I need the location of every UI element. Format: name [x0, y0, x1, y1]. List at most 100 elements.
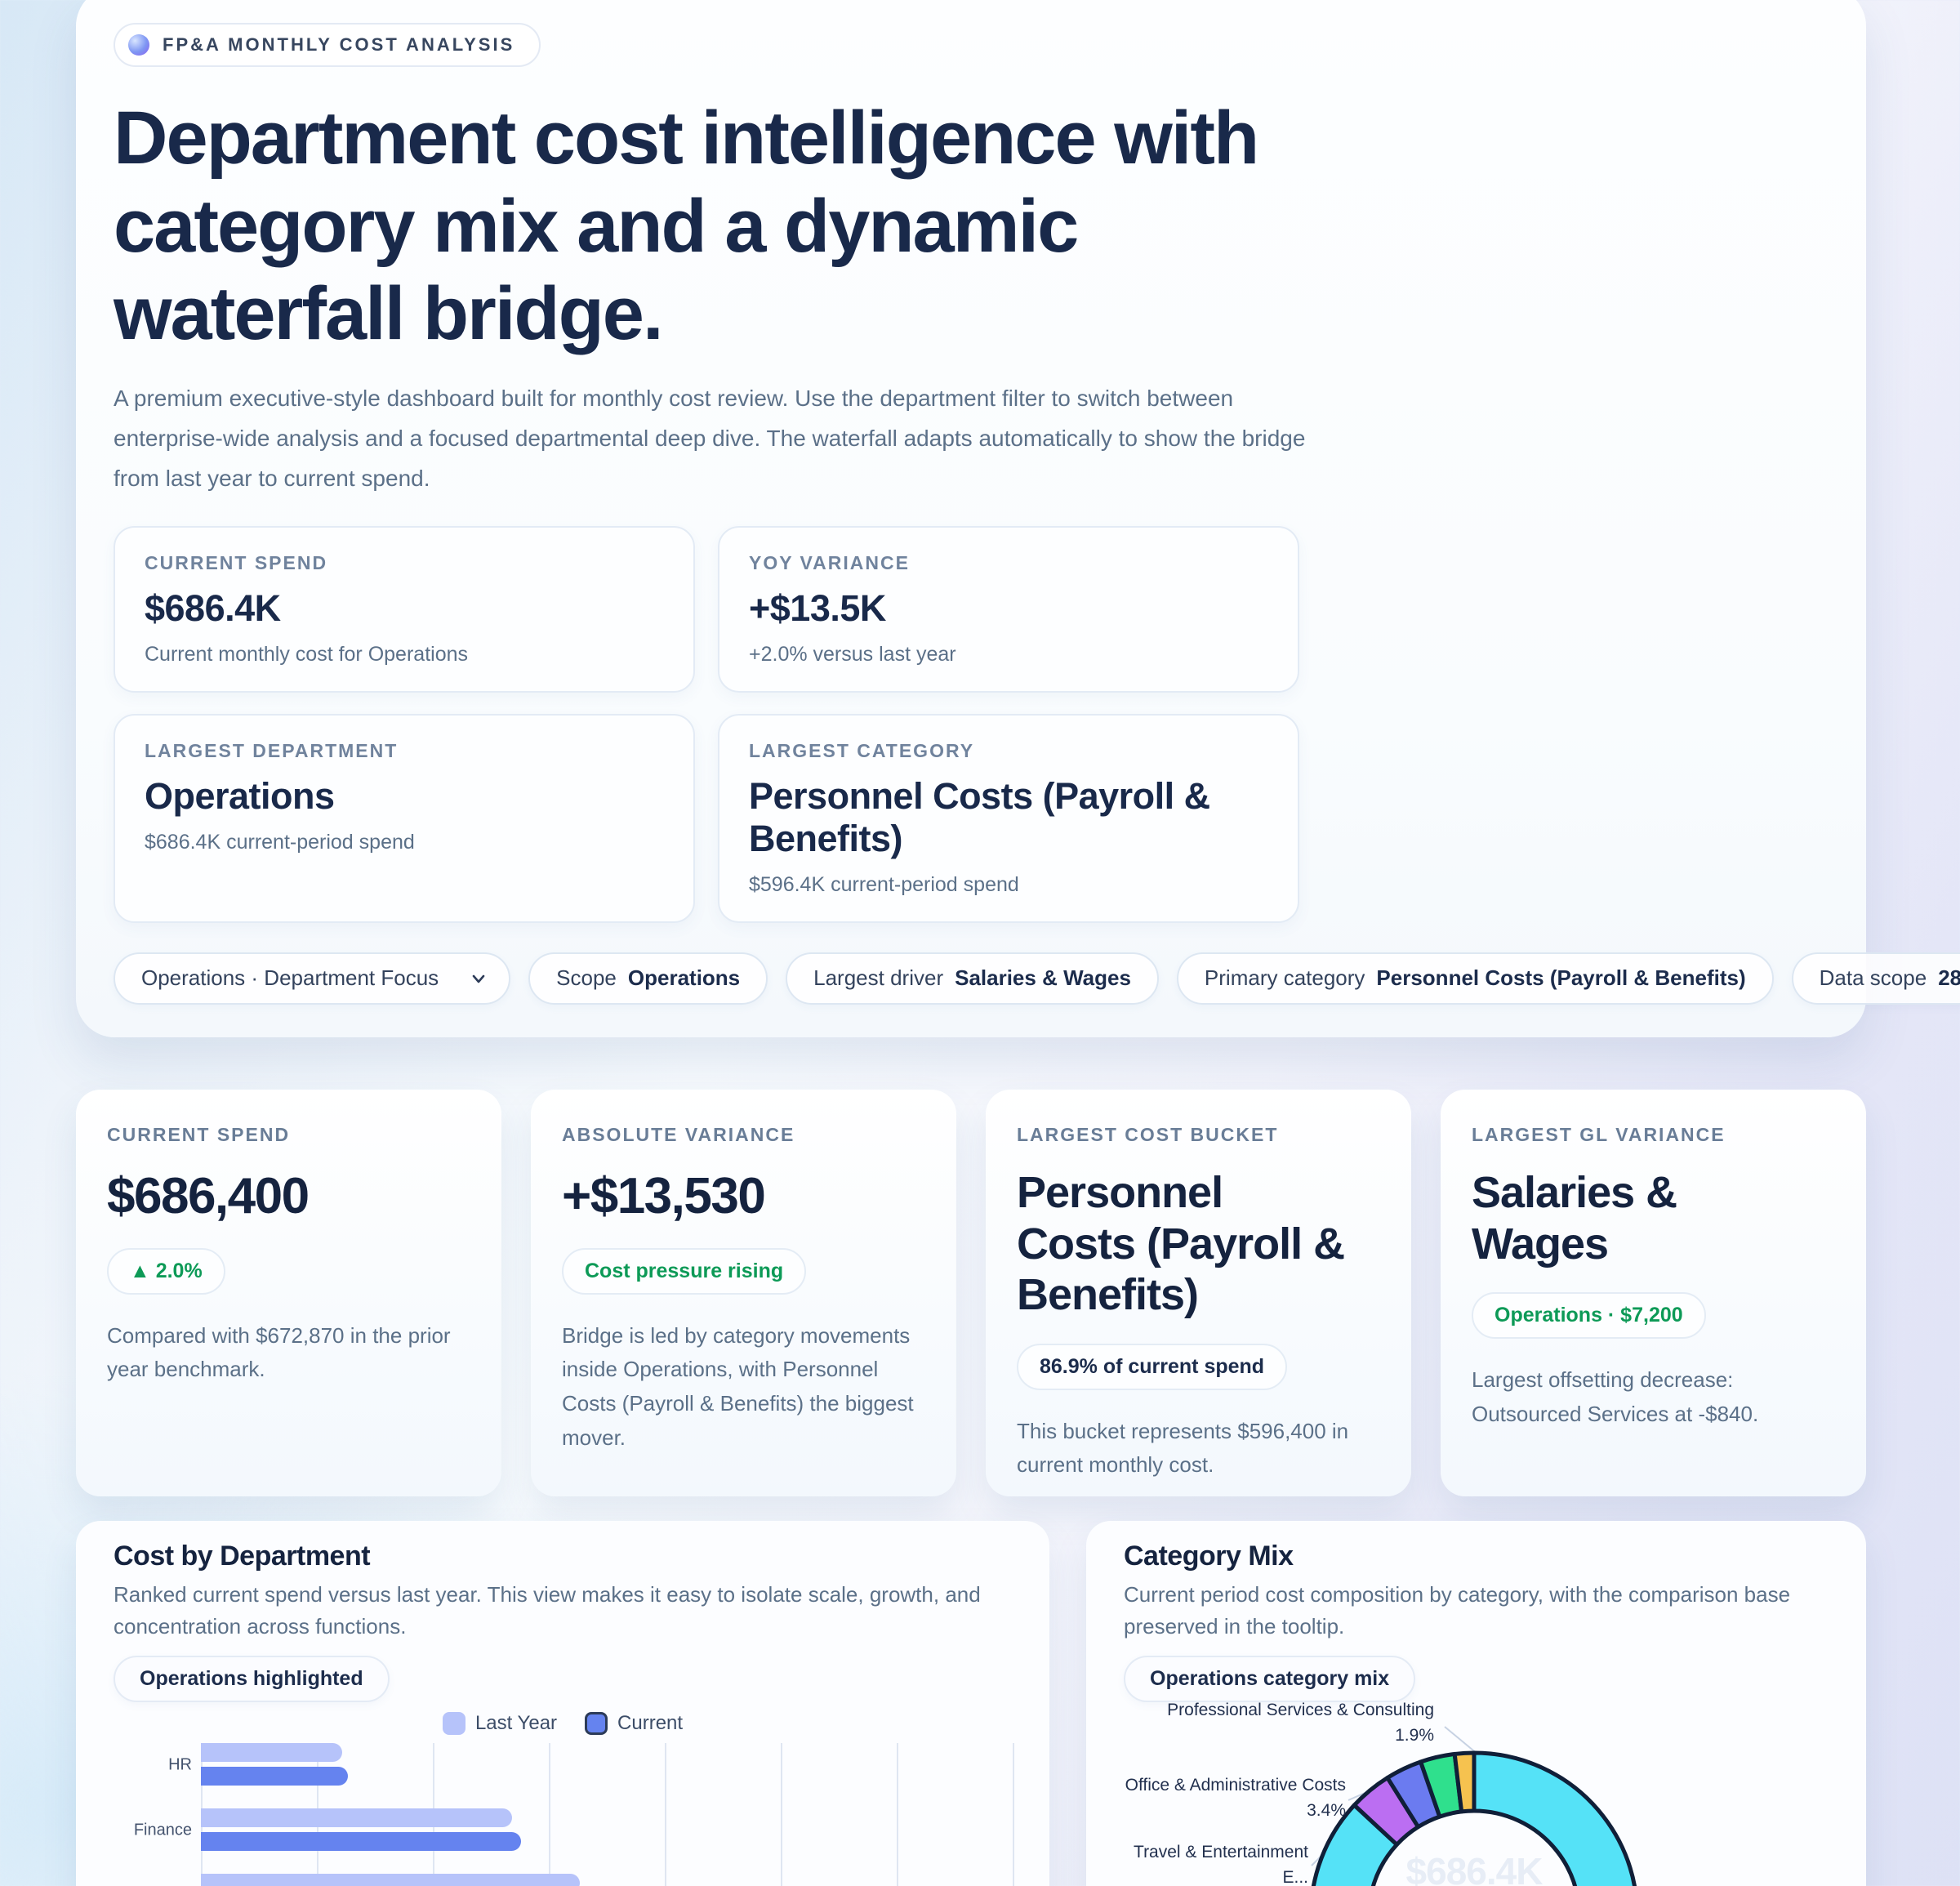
kpi-card-label: LARGEST GL VARIANCE [1472, 1123, 1726, 1145]
kpi-card-value: $686,400 [107, 1167, 470, 1225]
legend-item-ly[interactable]: Last Year [442, 1711, 558, 1735]
summary-card-subtext: +2.0% versus last year [749, 642, 956, 666]
bar-current[interactable] [201, 1831, 521, 1851]
kpi-card-value: Salaries & Wages [1472, 1167, 1835, 1269]
kpi-card-badge: 86.9% of current spend [1017, 1343, 1288, 1390]
filter-chip-value: Personnel Costs (Payroll & Benefits) [1376, 965, 1746, 991]
page-title-line: category mix and a dynamic [114, 184, 1079, 268]
donut-slice-1[interactable] [1311, 1750, 1637, 1886]
chevron-down-icon [468, 968, 489, 989]
data-scope-label: Data scope [1819, 965, 1927, 991]
summary-card: YOY VARIANCE +$13.5K +2.0% versus last yea… [718, 525, 1299, 693]
summary-card-value: $686.4K [145, 586, 281, 629]
grid-line [665, 1742, 666, 1886]
summary-card: CURRENT SPEND $686.4K Current monthly cost… [114, 525, 695, 693]
bar-last-year[interactable] [201, 1873, 580, 1886]
kpi-card-grid: CURRENT SPEND $686,400 ▲ 2.0% Compared with… [76, 1089, 1866, 1496]
bar-current[interactable] [201, 1766, 348, 1786]
kpi-card-label: CURRENT SPEND [107, 1123, 291, 1145]
grid-line [549, 1742, 550, 1886]
page-description: A premium executive-style dashboard buil… [114, 385, 1306, 491]
bar-last-year[interactable] [201, 1808, 512, 1827]
kpi-card-badge: ▲ 2.0% [107, 1247, 225, 1295]
summary-card-value: Operations [145, 774, 335, 817]
filter-chip: Scope Operations [528, 952, 768, 1005]
summary-card-value: Personnel Costs (Payroll & Benefits) [749, 774, 1210, 859]
bar-chart-legend: Last Year Current [114, 1710, 1012, 1737]
callout-leader-line [1444, 1726, 1479, 1755]
kpi-card-value-line: Personnel [1017, 1167, 1223, 1217]
bar-category-label: Finance [133, 1821, 192, 1839]
filter-chip: Largest driver Salaries & Wages [786, 952, 1159, 1005]
grid-line [897, 1742, 898, 1886]
donut-callout: Travel & Entertainment E...3.6% [1124, 1839, 1308, 1886]
summary-card-label: CURRENT SPEND [145, 551, 328, 573]
dept-chart-badge: Operations highlighted [114, 1655, 390, 1702]
bar-last-year[interactable] [201, 1742, 342, 1762]
hero-panel: FP&A MONTHLY COST ANALYSIS Department co… [76, 0, 1960, 1037]
dept-chart-title: Cost by Department [114, 1540, 371, 1572]
legend-label: Current [617, 1711, 684, 1734]
kpi-card-body: This bucket represents $596,400 in curre… [1017, 1418, 1349, 1478]
kpi-card-value: Personnel Costs (Payroll & Benefits) [1017, 1167, 1380, 1321]
kpi-card-value-line: Salaries & [1472, 1167, 1677, 1217]
bar-chart-plot: $0$100K$200K$300K$400K$500K$600K$700KHRF… [114, 1742, 1014, 1886]
donut-slice-5[interactable] [1452, 1750, 1477, 1814]
donut-callout-label: Professional Services & Consulting [1167, 1700, 1434, 1719]
summary-card: LARGEST DEPARTMENT Operations $686.4K curr… [114, 713, 695, 923]
kpi-card-value-line: $686,400 [107, 1167, 310, 1224]
dept-chart-description: Ranked current spend versus last year. T… [114, 1581, 981, 1639]
filter-chip-value: Operations [627, 965, 741, 991]
donut-callout-label: Travel & Entertainment E... [1134, 1842, 1308, 1886]
summary-card-grid: CURRENT SPEND $686.4K Current monthly cost… [114, 525, 1829, 923]
kpi-card-value-line: Wages [1472, 1219, 1609, 1268]
kpi-card: ABSOLUTE VARIANCE +$13,530 Cost pressure r… [531, 1089, 956, 1496]
dept-chart-card: Cost by Department Ranked current spend … [76, 1520, 1049, 1886]
data-scope-count: 28 [1938, 965, 1960, 991]
page: FP&A MONTHLY COST ANALYSIS Department co… [76, 0, 1960, 1886]
donut-callout: Professional Services & Consulting 1.9% [1167, 1697, 1434, 1749]
department-select[interactable]: Operations · Department Focus [114, 952, 511, 1005]
grid-line [781, 1742, 782, 1886]
donut-callout: Office & Administrative Costs 3.4% [1125, 1772, 1346, 1824]
kpi-card-label: LARGEST COST BUCKET [1017, 1123, 1279, 1145]
kpi-card-body: Compared with $672,870 in the prior year… [107, 1322, 451, 1382]
kpi-card-value-line: Benefits) [1017, 1270, 1199, 1320]
page-title-line: waterfall bridge. [114, 272, 664, 356]
legend-swatch-cur [585, 1711, 608, 1735]
charts-row: Cost by Department Ranked current spend … [76, 1520, 1866, 1886]
kpi-card: LARGEST COST BUCKET Personnel Costs (Payro… [986, 1089, 1411, 1496]
summary-card-value: +$13.5K [749, 586, 886, 629]
kpi-card-badge: Operations · $7,200 [1472, 1292, 1706, 1340]
donut-svg [1311, 1726, 1637, 1886]
legend-item-cur[interactable]: Current [585, 1711, 684, 1735]
summary-card-subtext: $686.4K current-period spend [145, 830, 415, 854]
filter-row: Operations · Department Focus Scope Opera… [114, 952, 1960, 1005]
donut-chart-area: $686.4K Current Spend Professional Servi… [1124, 1701, 1829, 1886]
grid-line [1013, 1742, 1014, 1886]
legend-swatch-ly [442, 1711, 466, 1735]
donut-callout-value: 1.9% [1395, 1726, 1434, 1746]
page-title-line: Department cost intelligence with [114, 96, 1259, 180]
filter-chip-label: Primary category [1204, 965, 1365, 991]
donut-callout-value: 3.4% [1307, 1801, 1346, 1821]
filter-chip-label: Scope [556, 965, 617, 991]
legend-label: Last Year [474, 1711, 558, 1734]
filter-chip: Primary category Personnel Costs (Payroll… [1176, 952, 1774, 1005]
brand-gradient-dot-icon [128, 34, 149, 56]
category-mix-card: Category Mix Current period cost composi… [1086, 1520, 1866, 1886]
bar-category-label: HR [168, 1755, 192, 1774]
kpi-card: LARGEST GL VARIANCE Salaries & Wages Operat… [1441, 1089, 1866, 1496]
category-mix-title: Category Mix [1124, 1540, 1294, 1572]
kpi-card-value-line: Costs (Payroll & [1017, 1219, 1345, 1268]
filter-chip-value: Salaries & Wages [955, 965, 1131, 991]
eyebrow-badge-label: FP&A MONTHLY COST ANALYSIS [163, 34, 515, 55]
filter-chip-label: Largest driver [813, 965, 944, 991]
kpi-card-body: Bridge is led by category movements insi… [562, 1322, 914, 1450]
kpi-card: CURRENT SPEND $686,400 ▲ 2.0% Compared with… [76, 1089, 501, 1496]
kpi-card-badge: Cost pressure rising [562, 1247, 807, 1295]
eyebrow-badge: FP&A MONTHLY COST ANALYSIS [114, 23, 541, 67]
department-select-value: Operations · Department Focus [141, 965, 439, 991]
summary-card-label: YOY VARIANCE [749, 551, 910, 573]
summary-card-label: LARGEST DEPARTMENT [145, 739, 399, 761]
